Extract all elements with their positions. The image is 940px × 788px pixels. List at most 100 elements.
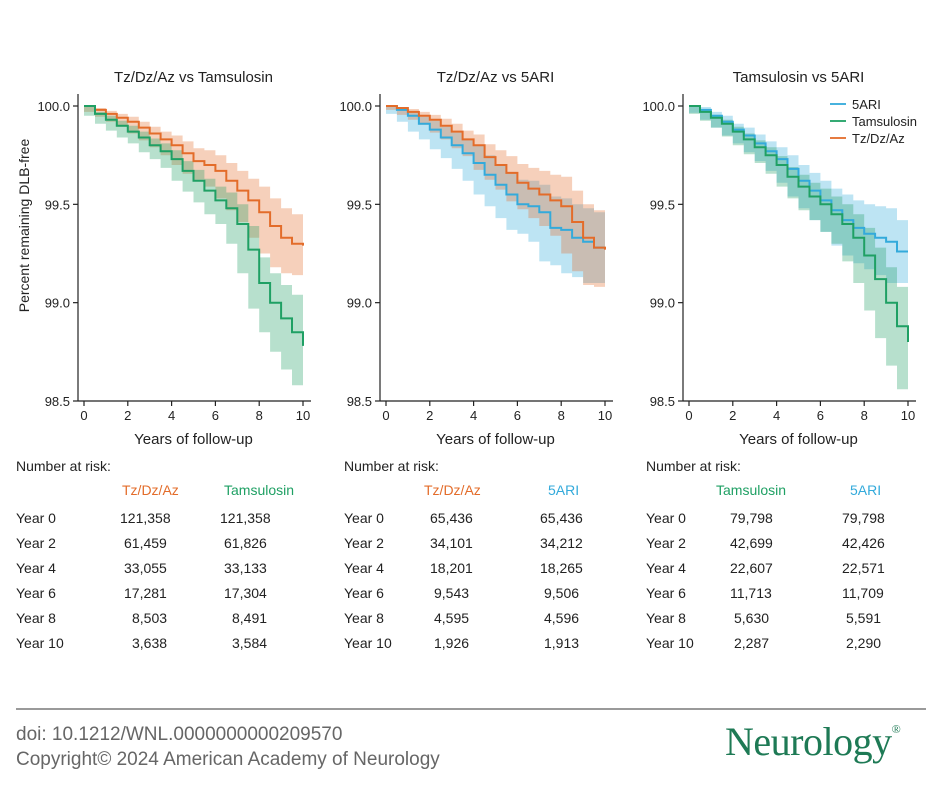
risk-row-label: Year 8 — [16, 610, 56, 626]
x-tick-label: 2 — [124, 408, 131, 423]
risk-value: 9,506 — [544, 585, 580, 601]
risk-value: 18,265 — [540, 560, 583, 576]
risk-value: 79,798 — [730, 510, 773, 526]
x-tick-label: 6 — [817, 408, 824, 423]
risk-value: 8,491 — [232, 610, 268, 626]
chart-title: Tz/Dz/Az vs 5ARI — [437, 69, 555, 86]
risk-value: 9,543 — [434, 585, 470, 601]
risk-row: Year 8 5,630 5,591 — [646, 610, 940, 630]
y-tick-label: 98.5 — [347, 394, 372, 409]
risk-row-label: Year 10 — [646, 635, 694, 651]
risk-row: Year 6 9,543 9,506 — [344, 585, 644, 605]
x-tick-label: 10 — [598, 408, 612, 423]
risk-row-label: Year 8 — [344, 610, 384, 626]
risk-value: 3,584 — [232, 635, 268, 651]
x-axis-label: Years of follow-up — [739, 431, 858, 448]
y-tick-label: 99.0 — [650, 296, 675, 311]
km-figure: Tz/Dz/Az vs Tamsulosin 100.0 99.5 99.0 98.5 0… — [16, 69, 917, 448]
registered-mark: ® — [891, 722, 901, 736]
risk-value: 65,436 — [540, 510, 583, 526]
risk-col-header-tamsulosin: Tamsulosin — [224, 482, 295, 498]
risk-value: 34,101 — [430, 535, 473, 551]
risk-value: 33,133 — [224, 560, 267, 576]
y-tick-label: 100.0 — [37, 99, 70, 114]
risk-row-label: Year 4 — [16, 560, 56, 576]
x-tick-label: 2 — [729, 408, 736, 423]
y-tick-label: 98.5 — [45, 394, 70, 409]
y-axis-label: Percent remaining DLB-free — [16, 139, 32, 313]
legend-label: 5ARI — [852, 97, 881, 112]
survival-line-tamsulosin — [689, 105, 909, 342]
risk-row: Year 0 65,436 65,436 — [344, 510, 644, 530]
risk-value: 2,290 — [846, 635, 882, 651]
risk-row: Year 8 8,503 8,491 — [16, 610, 316, 630]
risk-value: 11,709 — [842, 585, 884, 601]
risk-col-header-tz: Tz/Dz/Az — [122, 482, 179, 498]
risk-value: 33,055 — [124, 560, 167, 576]
risk-row: Year 8 4,595 4,596 — [344, 610, 644, 630]
risk-row-label: Year 2 — [646, 535, 686, 551]
survival-line-tz-dz-az — [84, 105, 304, 246]
survival-line-5ari — [386, 105, 605, 249]
risk-table-title: Number at risk: — [344, 458, 439, 474]
y-tick-label: 99.0 — [45, 296, 70, 311]
x-tick-label: 0 — [80, 408, 87, 423]
risk-row: Year 10 2,287 2,290 — [646, 635, 940, 655]
risk-row: Year 10 3,638 3,584 — [16, 635, 316, 655]
risk-row-label: Year 4 — [646, 560, 686, 576]
x-tick-label: 10 — [901, 408, 915, 423]
risk-value: 121,358 — [120, 510, 171, 526]
risk-col-header-5ari: 5ARI — [548, 482, 580, 498]
ci-band-5ari — [386, 106, 605, 283]
risk-value: 22,607 — [730, 560, 773, 576]
risk-value: 22,571 — [842, 560, 885, 576]
risk-row-label: Year 0 — [646, 510, 686, 526]
risk-value: 1,913 — [544, 635, 580, 651]
risk-col-header-tamsulosin: Tamsulosin — [716, 482, 787, 498]
risk-row: Year 4 18,201 18,265 — [344, 560, 644, 580]
x-tick-label: 0 — [685, 408, 692, 423]
x-tick-label: 8 — [256, 408, 263, 423]
risk-value: 3,638 — [132, 635, 168, 651]
risk-row: Year 2 42,699 42,426 — [646, 535, 940, 555]
x-tick-label: 6 — [212, 408, 219, 423]
chart-title: Tamsulosin vs 5ARI — [733, 69, 865, 86]
survival-line-tz-dz-az — [386, 105, 606, 250]
risk-row: Year 4 22,607 22,571 — [646, 560, 940, 580]
risk-value: 11,713 — [730, 585, 772, 601]
risk-row: Year 2 61,459 61,826 — [16, 535, 316, 555]
y-tick-label: 99.5 — [45, 197, 70, 212]
ci-band-tz-dz-az — [84, 106, 303, 276]
x-tick-label: 2 — [426, 408, 433, 423]
risk-row: Year 6 11,713 11,709 — [646, 585, 940, 605]
risk-row-label: Year 0 — [344, 510, 384, 526]
risk-value: 34,212 — [540, 535, 583, 551]
risk-value: 4,595 — [434, 610, 470, 626]
risk-row-label: Year 0 — [16, 510, 56, 526]
risk-value: 1,926 — [434, 635, 470, 651]
x-tick-label: 8 — [558, 408, 565, 423]
risk-row-label: Year 6 — [16, 585, 56, 601]
survival-line-5ari — [689, 105, 908, 253]
x-axis-label: Years of follow-up — [436, 431, 555, 448]
legend-label: Tz/Dz/Az — [852, 131, 905, 146]
legend-label: Tamsulosin — [852, 114, 917, 129]
risk-col-header-tz: Tz/Dz/Az — [424, 482, 481, 498]
risk-value: 5,591 — [846, 610, 882, 626]
x-tick-label: 8 — [861, 408, 868, 423]
risk-value: 79,798 — [842, 510, 885, 526]
risk-value: 61,459 — [124, 535, 167, 551]
risk-value: 18,201 — [430, 560, 473, 576]
risk-value: 17,304 — [224, 585, 267, 601]
neurology-logo: Neurology® — [725, 718, 901, 765]
x-tick-label: 6 — [514, 408, 521, 423]
risk-row-label: Year 2 — [16, 535, 56, 551]
risk-row-label: Year 2 — [344, 535, 384, 551]
risk-value: 42,426 — [842, 535, 885, 551]
risk-row-label: Year 4 — [344, 560, 384, 576]
risk-row-label: Year 10 — [16, 635, 64, 651]
y-tick-label: 99.5 — [347, 197, 372, 212]
risk-row: Year 10 1,926 1,913 — [344, 635, 644, 655]
chart-title: Tz/Dz/Az vs Tamsulosin — [114, 69, 273, 86]
x-tick-label: 4 — [470, 408, 477, 423]
